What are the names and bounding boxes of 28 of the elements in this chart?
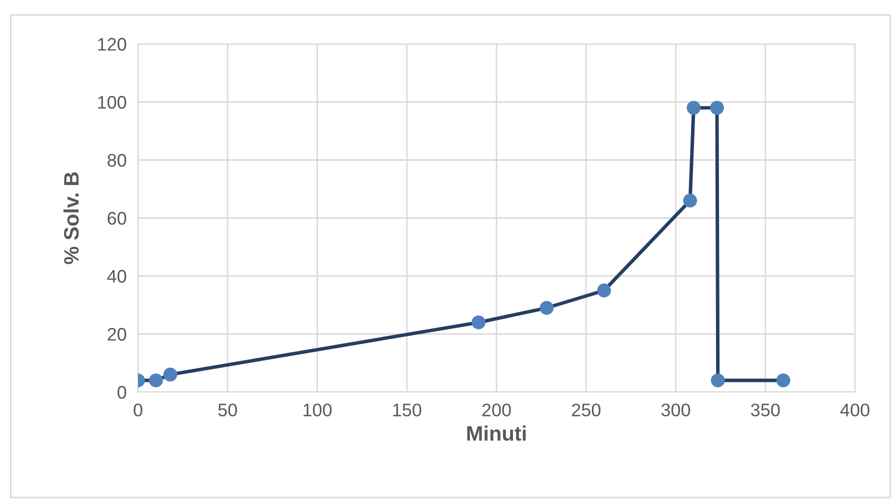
- point: [683, 194, 698, 208]
- y-tick-label: 80: [108, 154, 126, 167]
- x-tick-label: 200: [482, 404, 511, 416]
- point: [776, 373, 790, 388]
- y-tick-label: 60: [108, 212, 126, 225]
- x-tick-label: 250: [572, 404, 600, 416]
- y-tick-label: 120: [98, 38, 126, 51]
- x-tick-label: 50: [218, 404, 237, 416]
- point: [472, 315, 486, 330]
- point: [710, 100, 724, 115]
- y-tick-label: 0: [118, 386, 126, 399]
- x-axis-title: Minuti: [467, 426, 526, 441]
- y-axis-title: % Solv. B: [63, 172, 79, 264]
- x-tick-label: 350: [751, 404, 780, 416]
- point: [710, 373, 725, 388]
- x-tick-label: 300: [661, 404, 690, 416]
- x-tick-label: 150: [393, 404, 422, 416]
- point: [148, 373, 163, 388]
- x-tick-label: 100: [304, 404, 332, 416]
- point: [540, 300, 554, 315]
- y-tick-label: 40: [107, 270, 126, 283]
- y-tick-label: 100: [98, 96, 126, 109]
- point: [163, 368, 178, 382]
- y-tick-label: 20: [108, 328, 126, 341]
- x-tick-label: 400: [840, 404, 870, 416]
- point: [597, 284, 611, 298]
- x-tick-label: 0: [134, 404, 142, 416]
- point: [686, 100, 701, 115]
